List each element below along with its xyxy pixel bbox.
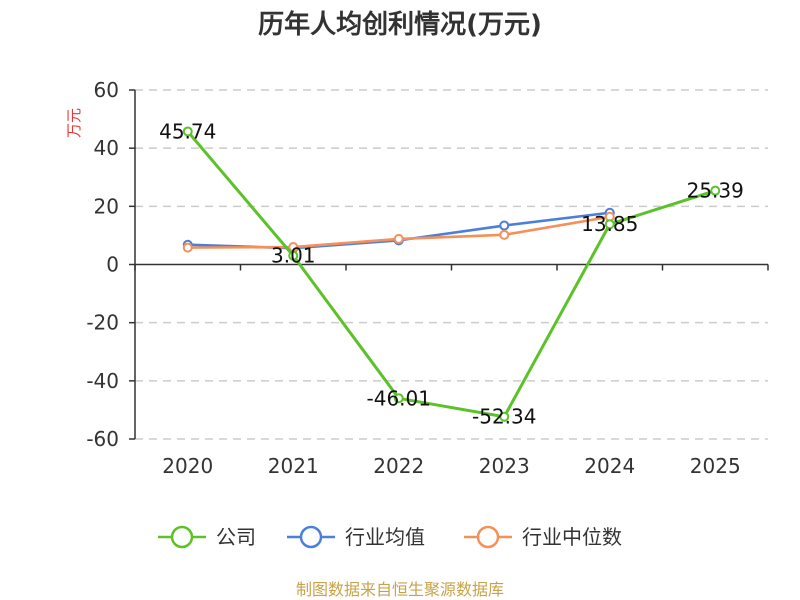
data-label: -52.34 [472,405,536,429]
axes: 60 40 20 0 -20 -40 -60 2020 2021 2022 2023 2024 2025 [86,78,769,478]
y-tick-label: -40 [86,369,119,393]
y-tick-label: 40 [94,136,119,160]
legend-item[interactable]: 行业中位数 [464,525,622,549]
data-label: -46.01 [367,386,431,410]
legend-marker [170,525,194,549]
legend-label: 公司 [216,525,256,549]
data-point [182,242,193,253]
data-labels: 45.74 3.01 -46.01 -52.34 13.85 25.39 [159,119,744,428]
series-line [186,130,716,419]
data-point [499,229,510,240]
data-point [288,250,299,261]
x-tick-label: 2024 [584,454,635,478]
data-label: 13.85 [581,212,638,236]
data-point [182,126,193,137]
legend[interactable]: 公司 行业均值 行业中位数 [158,525,622,549]
legend-label: 行业均值 [345,525,425,549]
y-tick-label: -60 [86,427,119,451]
y-tick-label: 20 [94,194,119,218]
data-point [604,219,615,230]
x-tick-label: 2022 [373,454,424,478]
data-label: 3.01 [271,244,316,268]
x-tick-label: 2021 [268,454,319,478]
y-axis-label: 万元 [65,108,83,138]
data-label: 45.74 [159,119,216,143]
legend-item[interactable]: 公司 [158,525,256,549]
source-note: 制图数据来自恒生聚源数据库 [296,580,504,599]
data-point [710,185,721,196]
data-label: 25.39 [687,179,744,203]
y-tick-label: 60 [94,78,119,102]
x-tick-label: 2025 [690,454,741,478]
data-point [499,220,510,231]
legend-item[interactable]: 行业均值 [287,525,425,549]
legend-marker [476,525,500,549]
y-tick-label: -20 [86,311,119,335]
y-tick-label: 0 [106,253,119,277]
grid-lines [135,89,768,440]
x-tick-label: 2020 [162,454,213,478]
data-point [393,233,404,244]
legend-marker [299,525,323,549]
data-point [499,411,510,422]
chart-title: 历年人均创利情况(万元) [258,9,542,40]
x-tick-label: 2023 [479,454,530,478]
series [182,126,721,422]
data-point [393,393,404,404]
legend-label: 行业中位数 [522,525,622,549]
